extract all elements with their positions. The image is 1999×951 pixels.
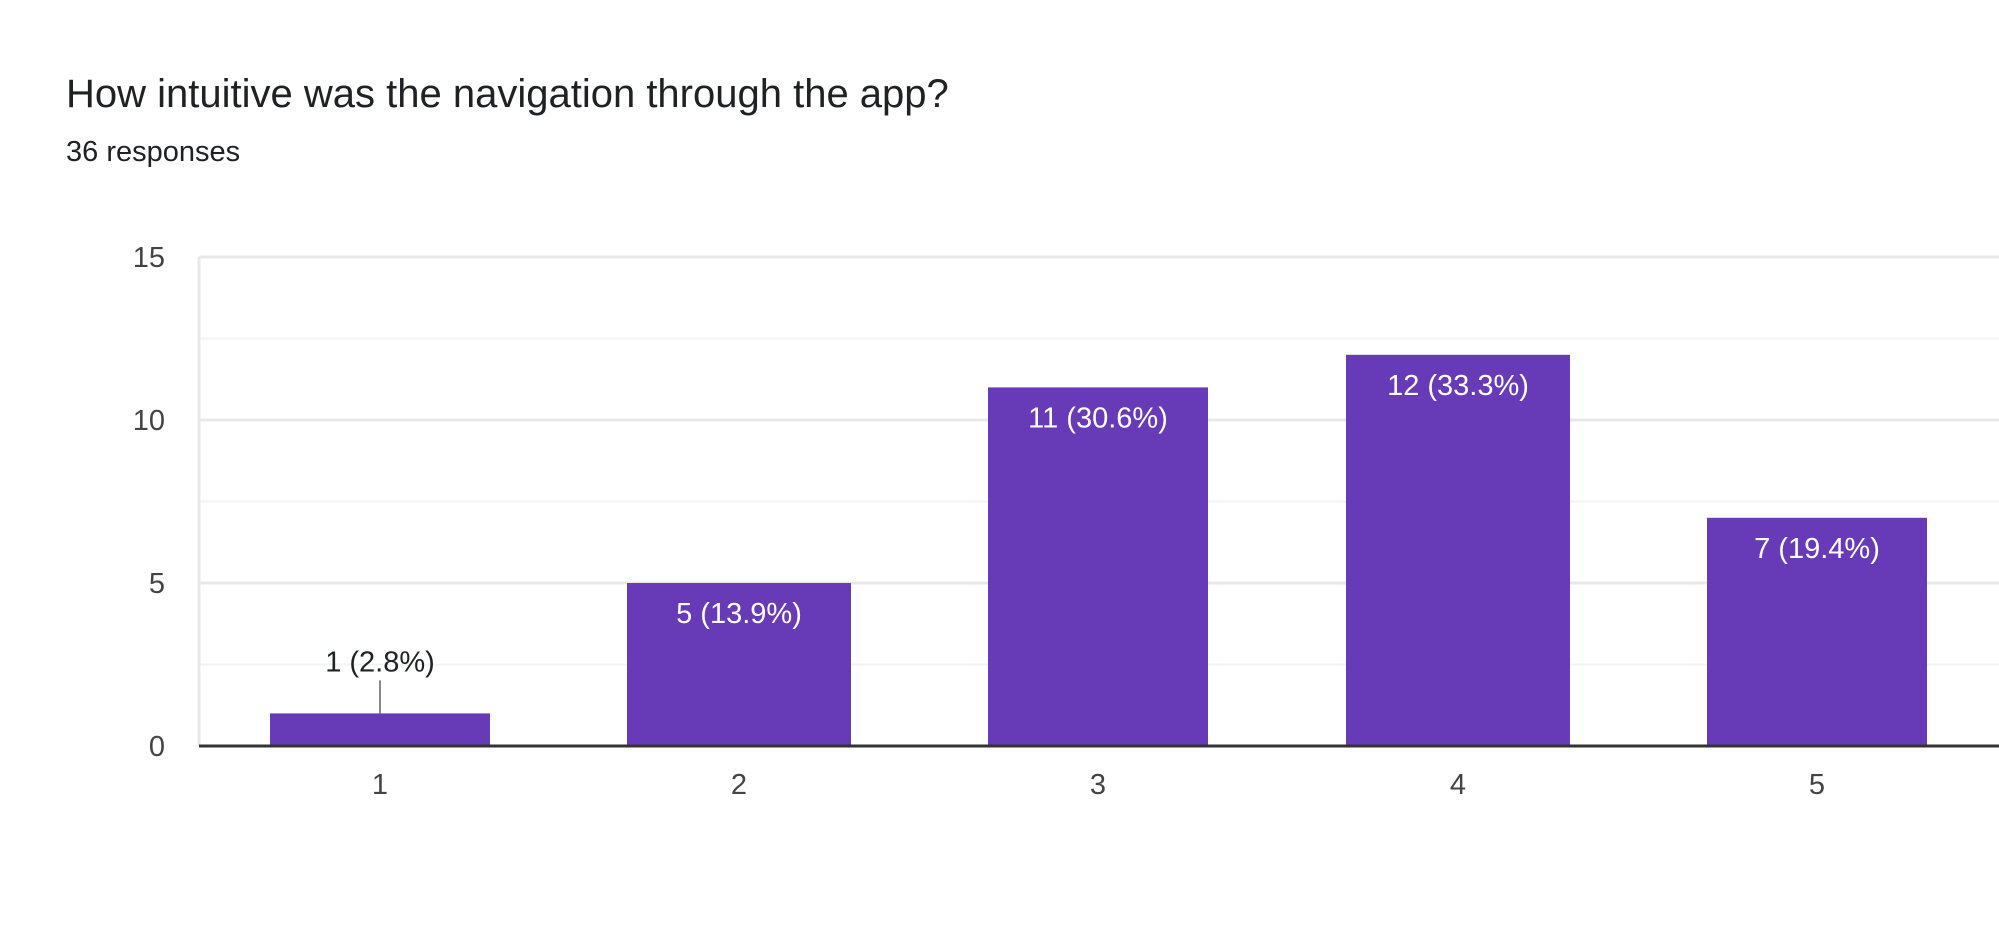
- bar-4: [1346, 354, 1570, 746]
- data-label-4: 12 (33.3%): [1387, 370, 1529, 402]
- bar-5: [1707, 517, 1927, 746]
- x-tick-label: 1: [372, 769, 388, 801]
- bar-3: [988, 387, 1208, 746]
- x-tick-label: 3: [1090, 769, 1106, 801]
- data-label-5: 7 (19.4%): [1754, 533, 1880, 565]
- data-label-2: 5 (13.9%): [676, 598, 802, 630]
- y-tick-label: 5: [149, 568, 165, 600]
- bar-1: [270, 713, 490, 746]
- y-tick-label: 15: [133, 242, 165, 274]
- bar-2: [627, 583, 851, 746]
- y-tick-label: 0: [149, 731, 165, 763]
- x-tick-label: 4: [1450, 769, 1466, 801]
- x-tick-label: 5: [1809, 769, 1825, 801]
- response-count: 36 responses: [66, 136, 241, 168]
- y-tick-label: 10: [133, 405, 165, 437]
- question-title: How intuitive was the navigation through…: [66, 72, 949, 116]
- data-label-1: 1 (2.8%): [325, 646, 435, 678]
- data-label-3: 11 (30.6%): [1028, 402, 1168, 434]
- x-tick-label: 2: [731, 769, 747, 801]
